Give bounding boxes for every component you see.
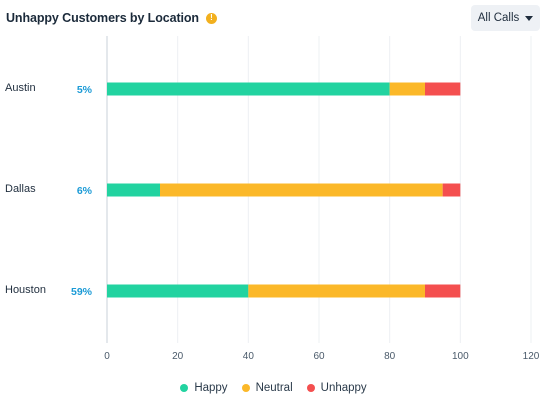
chart-legend: Happy Neutral Unhappy: [0, 382, 547, 394]
x-tick-label: 80: [384, 351, 396, 362]
category-percent: 59%: [71, 286, 93, 298]
category-percent: 5%: [77, 84, 93, 96]
x-tick-label: 20: [172, 351, 184, 362]
x-tick-label: 0: [104, 351, 110, 362]
bar-segment-happy: [107, 183, 160, 197]
category-label: Austin: [5, 82, 36, 94]
legend-dot-neutral: [241, 384, 250, 392]
category-percent: 6%: [77, 185, 93, 197]
bar-segment-neutral: [160, 183, 443, 197]
dropdown-label: All Calls: [477, 12, 520, 24]
x-tick-label: 60: [313, 351, 325, 362]
legend-label-happy: Happy: [194, 382, 228, 394]
bar-segment-unhappy: [425, 284, 461, 298]
all-calls-dropdown[interactable]: All Calls: [471, 5, 540, 31]
x-tick-label: 100: [452, 351, 469, 362]
info-icon[interactable]: !: [205, 12, 217, 24]
legend-item-unhappy[interactable]: Unhappy: [306, 382, 367, 394]
bar-segment-unhappy: [425, 82, 461, 96]
bar-segment-neutral: [248, 284, 425, 298]
caret-down-icon: [525, 15, 534, 21]
legend-label-unhappy: Unhappy: [320, 382, 367, 394]
stacked-bar-chart: 0 20 40 60 80 100 120 Austin 5% Dallas 6% Houston 59…: [5, 36, 540, 362]
legend-label-neutral: Neutral: [255, 382, 293, 394]
bar-segment-happy: [107, 82, 390, 96]
legend-item-neutral[interactable]: Neutral: [241, 382, 293, 394]
x-tick-label: 120: [523, 351, 540, 362]
bar-segment-neutral: [389, 82, 425, 96]
chart-header: Unhappy Customers by Location !: [6, 8, 217, 28]
bar-segment-unhappy: [442, 183, 461, 197]
category-label: Houston: [5, 284, 46, 296]
bar-segment-happy: [107, 284, 249, 298]
x-tick-label: 40: [243, 351, 255, 362]
chart-title: Unhappy Customers by Location: [6, 11, 199, 25]
legend-dot-unhappy: [306, 384, 315, 392]
legend-item-happy[interactable]: Happy: [180, 382, 228, 394]
legend-dot-happy: [180, 384, 189, 392]
category-label: Dallas: [5, 183, 36, 195]
